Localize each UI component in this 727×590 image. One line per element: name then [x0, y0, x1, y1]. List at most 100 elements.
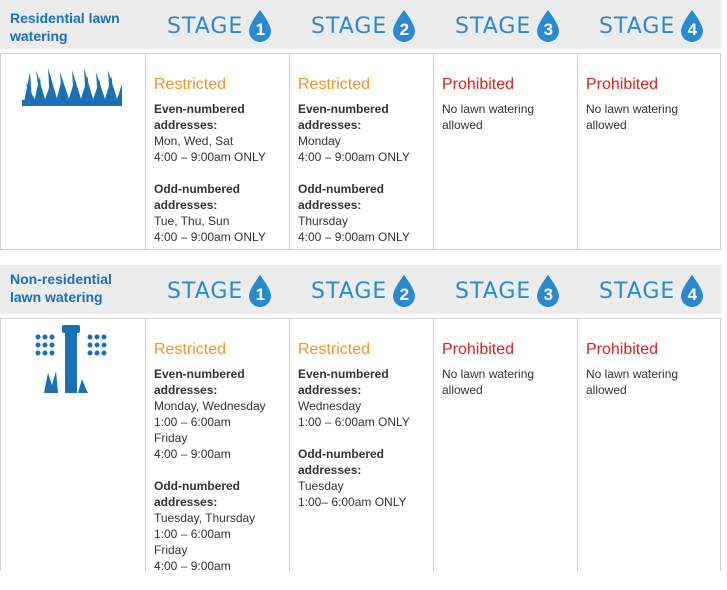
sprinkler-icon [34, 323, 114, 400]
schedule-line: Monday, Wednesday [154, 399, 266, 413]
schedule-line: Tuesday [298, 479, 344, 493]
grass-icon [22, 68, 122, 111]
even-schedule: Even-numbered addresses: Mon, Wed, Sat 4… [154, 101, 290, 165]
nonresidential-stage-2: STAGE 2 [311, 275, 417, 307]
odd-schedule: Odd-numbered addresses: Tuesday, Thursda… [154, 478, 290, 574]
schedule-line: Mon, Wed, Sat [154, 134, 234, 148]
stage-number: 3 [543, 20, 554, 39]
note-text: No lawn watering allowed [586, 367, 679, 397]
residential-stage-2: STAGE 2 [311, 10, 417, 42]
even-label: Even-numbered addresses: [298, 367, 389, 397]
stage-label: STAGE [311, 13, 388, 39]
schedule-line: 1:00– 6:00am ONLY [298, 495, 407, 509]
status-label: Prohibited [442, 76, 515, 93]
schedule-line: 1:00 – 6:00am ONLY [298, 415, 410, 429]
nonresidential-stage-1-cell: Restricted Even-numbered addresses: Mond… [145, 319, 290, 574]
nonresidential-stage-2-cell: Restricted Even-numbered addresses: Wedn… [289, 319, 433, 571]
stage-number: 4 [687, 285, 698, 304]
even-schedule: Even-numbered addresses: Wednesday 1:00 … [298, 366, 434, 430]
note-text: No lawn watering allowed [442, 102, 535, 132]
residential-header: Residential lawn watering STAGE 1 STAGE … [0, 0, 721, 49]
stage-label: STAGE [167, 13, 244, 39]
residential-stage-2-cell: Restricted Even-numbered addresses: Mond… [289, 54, 433, 249]
stage-label: STAGE [455, 278, 532, 304]
residential-stage-1-cell: Restricted Even-numbered addresses: Mon,… [145, 54, 289, 249]
stage-number: 2 [399, 285, 410, 304]
schedule-line: 4:00 – 9:00am [154, 447, 231, 461]
odd-label: Odd-numbered addresses: [298, 182, 384, 212]
even-label: Even-numbered addresses: [154, 367, 245, 397]
schedule-line: 4:00 – 9:00am ONLY [298, 150, 410, 164]
even-schedule: Even-numbered addresses: Monday 4:00 – 9… [298, 101, 434, 165]
odd-label: Odd-numbered addresses: [154, 182, 240, 212]
stage-number: 2 [399, 20, 410, 39]
stage-number: 4 [687, 20, 698, 39]
nonresidential-stage-3: STAGE 3 [455, 275, 561, 307]
schedule-line: 1:00 – 6:00am [154, 527, 231, 541]
water-drop-icon: 1 [247, 10, 273, 42]
status-label: Prohibited [586, 76, 659, 93]
water-drop-icon: 1 [247, 275, 273, 307]
schedule-line: 4:00 – 9:00am ONLY [298, 230, 410, 244]
water-drop-icon: 3 [535, 275, 561, 307]
stage-number: 3 [543, 285, 554, 304]
odd-label: Odd-numbered addresses: [298, 447, 384, 477]
nonresidential-title: Non-residential lawn watering [10, 271, 112, 305]
even-label: Even-numbered addresses: [154, 102, 245, 132]
schedule-line: Monday [298, 134, 341, 148]
nonresidential-header: Non-residential lawn watering STAGE 1 ST… [0, 265, 721, 314]
stage-label: STAGE [455, 13, 532, 39]
residential-stage-4: STAGE 4 [599, 10, 705, 42]
residential-icon-cell [0, 54, 146, 249]
status-label: Restricted [154, 76, 227, 93]
even-label: Even-numbered addresses: [298, 102, 389, 132]
stage-label: STAGE [599, 278, 676, 304]
nonresidential-stage-4-cell: Prohibited No lawn watering allowed [577, 319, 721, 571]
water-drop-icon: 2 [391, 275, 417, 307]
schedule-line: 4:00 – 9:00am [154, 559, 231, 573]
stage-label: STAGE [167, 278, 244, 304]
schedule-line: Wednesday [298, 399, 362, 413]
water-drop-icon: 3 [535, 10, 561, 42]
stage-number: 1 [255, 285, 266, 304]
schedule-line: 4:00 – 9:00am ONLY [154, 230, 266, 244]
water-drop-icon: 2 [391, 10, 417, 42]
schedule-line: Tuesday, Thursday [154, 511, 256, 525]
residential-stage-4-cell: Prohibited No lawn watering allowed [577, 54, 721, 249]
even-schedule: Even-numbered addresses: Monday, Wednesd… [154, 366, 290, 462]
nonresidential-table: Restricted Even-numbered addresses: Mond… [0, 318, 721, 574]
residential-section: Residential lawn watering STAGE 1 STAGE … [0, 0, 721, 250]
nonresidential-section: Non-residential lawn watering STAGE 1 ST… [0, 265, 721, 574]
residential-table: Restricted Even-numbered addresses: Mon,… [0, 53, 721, 250]
odd-label: Odd-numbered addresses: [154, 479, 240, 509]
nonresidential-stage-3-cell: Prohibited No lawn watering allowed [433, 319, 577, 571]
odd-schedule: Odd-numbered addresses: Tuesday 1:00– 6:… [298, 446, 434, 510]
note-text: No lawn watering allowed [586, 102, 679, 132]
stage-label: STAGE [599, 13, 676, 39]
note-text: No lawn watering allowed [442, 367, 535, 397]
nonresidential-icon-cell [0, 319, 146, 571]
nonresidential-stage-1: STAGE 1 [167, 275, 273, 307]
status-label: Prohibited [442, 341, 515, 358]
residential-stage-3-cell: Prohibited No lawn watering allowed [433, 54, 577, 249]
status-label: Restricted [298, 76, 371, 93]
status-label: Restricted [154, 341, 227, 358]
water-drop-icon: 4 [679, 275, 705, 307]
nonresidential-stage-4: STAGE 4 [599, 275, 705, 307]
status-label: Prohibited [586, 341, 659, 358]
residential-stage-3: STAGE 3 [455, 10, 561, 42]
schedule-line: 4:00 – 9:00am ONLY [154, 150, 266, 164]
residential-title: Residential lawn watering [10, 10, 120, 44]
status-label: Restricted [298, 341, 371, 358]
stage-label: STAGE [311, 278, 388, 304]
stage-number: 1 [255, 20, 266, 39]
schedule-line: Friday [154, 543, 188, 557]
schedule-line: Friday [154, 431, 188, 445]
water-drop-icon: 4 [679, 10, 705, 42]
schedule-line: Thursday [298, 214, 349, 228]
odd-schedule: Odd-numbered addresses: Tue, Thu, Sun 4:… [154, 181, 290, 245]
odd-schedule: Odd-numbered addresses: Thursday 4:00 – … [298, 181, 434, 245]
schedule-line: Tue, Thu, Sun [154, 214, 230, 228]
residential-stage-1: STAGE 1 [167, 10, 273, 42]
schedule-line: 1:00 – 6:00am [154, 415, 231, 429]
